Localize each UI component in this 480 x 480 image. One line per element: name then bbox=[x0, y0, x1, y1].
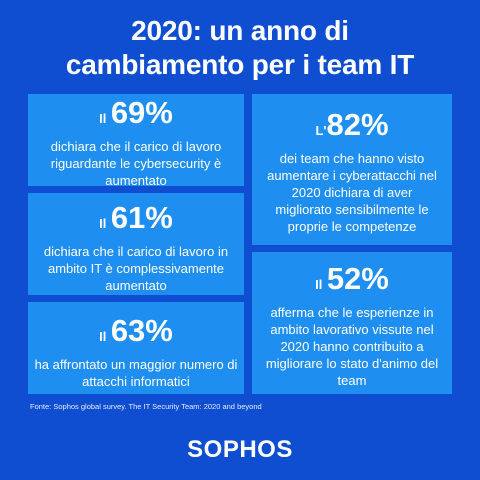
stat-line: Il 69% bbox=[34, 96, 238, 136]
sophos-logo: SOPHOS bbox=[187, 436, 293, 463]
stat-description: ha affrontato un maggior numero di attac… bbox=[34, 357, 238, 389]
stat-line: Il 52% bbox=[258, 262, 446, 302]
title-line-1: 2020: un anno di bbox=[131, 15, 349, 46]
stat-value: 63% bbox=[110, 313, 173, 348]
stat-value: 61% bbox=[110, 200, 173, 235]
stat-description: dichiara che il carico di lavoro in ambi… bbox=[43, 244, 229, 293]
stat-value: 52% bbox=[326, 261, 389, 296]
stat-prefix: L' bbox=[315, 123, 327, 138]
stat-line: Il 61% bbox=[34, 201, 238, 241]
stat-card-82: L'82% dei team che hanno visto aumentare… bbox=[252, 94, 452, 245]
source-note: Fonte: Sophos global survey. The IT Secu… bbox=[30, 402, 262, 411]
title-line-2: cambiamento per i team IT bbox=[65, 49, 415, 80]
stat-prefix: Il bbox=[99, 111, 107, 126]
stat-prefix: Il bbox=[99, 216, 107, 231]
stat-line: L'82% bbox=[258, 108, 446, 148]
page-title: 2020: un anno di cambiamento per i team … bbox=[0, 14, 480, 82]
stat-value: 82% bbox=[326, 107, 389, 142]
stat-prefix: Il bbox=[315, 277, 323, 292]
stat-description: dichiara che il carico di lavoro riguard… bbox=[50, 139, 222, 188]
stat-card-61: Il 61% dichiara che il carico di lavoro … bbox=[28, 193, 244, 295]
stat-card-63: Il 63% ha affrontato un maggior numero d… bbox=[28, 302, 244, 394]
stat-line: Il 63% bbox=[34, 314, 238, 354]
stat-value: 69% bbox=[110, 95, 173, 130]
stat-description: dei team che hanno visto aumentare i cyb… bbox=[267, 151, 437, 234]
stat-prefix: Il bbox=[99, 329, 107, 344]
stat-card-69: Il 69% dichiara che il carico di lavoro … bbox=[28, 94, 244, 188]
stat-card-52: Il 52% afferma che le esperienze in ambi… bbox=[252, 252, 452, 394]
stat-description: afferma che le esperienze in ambito lavo… bbox=[265, 305, 439, 388]
